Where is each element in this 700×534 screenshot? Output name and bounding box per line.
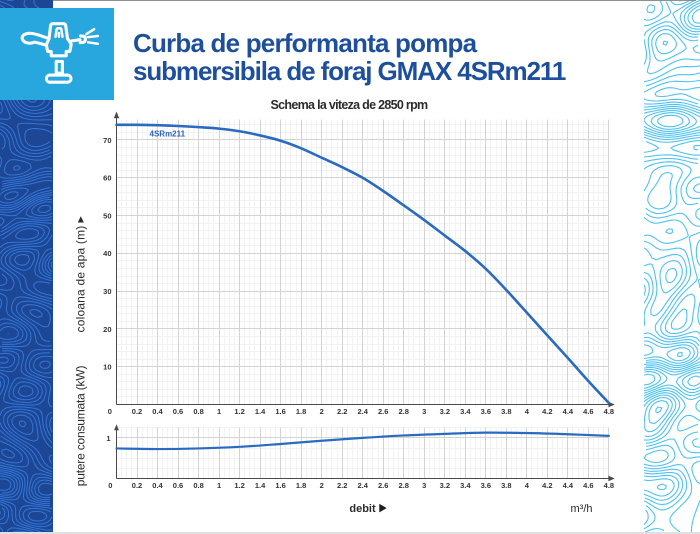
svg-text:3.6: 3.6 xyxy=(481,481,491,490)
svg-text:2: 2 xyxy=(320,407,324,416)
svg-text:4.8: 4.8 xyxy=(604,407,614,416)
svg-text:4.8: 4.8 xyxy=(604,481,614,490)
svg-text:1.6: 1.6 xyxy=(275,481,285,490)
svg-text:0.8: 0.8 xyxy=(193,407,203,416)
svg-text:0: 0 xyxy=(108,481,112,490)
svg-text:2.8: 2.8 xyxy=(398,407,408,416)
svg-text:70: 70 xyxy=(103,136,111,145)
svg-text:0: 0 xyxy=(108,407,112,416)
svg-text:2.4: 2.4 xyxy=(357,481,368,490)
svg-text:2.2: 2.2 xyxy=(337,407,347,416)
svg-text:1: 1 xyxy=(106,434,110,443)
svg-text:3.4: 3.4 xyxy=(460,407,471,416)
svg-text:1.2: 1.2 xyxy=(234,407,244,416)
svg-text:m³/h: m³/h xyxy=(571,503,593,515)
svg-text:4.4: 4.4 xyxy=(563,481,574,490)
svg-text:4SRm211: 4SRm211 xyxy=(150,130,186,139)
svg-text:1.4: 1.4 xyxy=(255,481,266,490)
svg-text:0.4: 0.4 xyxy=(152,481,163,490)
svg-text:debit: debit xyxy=(349,503,376,515)
svg-text:0.6: 0.6 xyxy=(173,481,183,490)
svg-text:0.6: 0.6 xyxy=(173,407,183,416)
svg-text:2.6: 2.6 xyxy=(378,407,388,416)
svg-text:60: 60 xyxy=(103,174,111,183)
svg-text:1.4: 1.4 xyxy=(255,407,266,416)
svg-text:3.6: 3.6 xyxy=(481,407,491,416)
svg-text:4.2: 4.2 xyxy=(542,481,552,490)
svg-text:1.8: 1.8 xyxy=(296,407,306,416)
svg-text:0.4: 0.4 xyxy=(152,407,163,416)
svg-text:1.6: 1.6 xyxy=(275,407,285,416)
svg-text:2: 2 xyxy=(320,481,324,490)
svg-text:4.6: 4.6 xyxy=(583,407,593,416)
svg-text:3.4: 3.4 xyxy=(460,481,471,490)
svg-text:1.8: 1.8 xyxy=(296,481,306,490)
svg-text:4.2: 4.2 xyxy=(542,407,552,416)
svg-text:2.2: 2.2 xyxy=(337,481,347,490)
svg-text:3.8: 3.8 xyxy=(501,481,511,490)
svg-text:10: 10 xyxy=(103,363,111,372)
svg-text:1: 1 xyxy=(217,407,221,416)
svg-text:3: 3 xyxy=(422,481,426,490)
svg-text:2.6: 2.6 xyxy=(378,481,388,490)
svg-text:0.8: 0.8 xyxy=(193,481,203,490)
svg-text:2.4: 2.4 xyxy=(357,407,368,416)
svg-text:30: 30 xyxy=(103,287,111,296)
svg-text:2.8: 2.8 xyxy=(398,481,408,490)
svg-text:0.2: 0.2 xyxy=(132,481,142,490)
svg-text:Schema la viteza de 2850 rpm: Schema la viteza de 2850 rpm xyxy=(271,98,428,112)
svg-text:4.4: 4.4 xyxy=(563,407,574,416)
svg-text:3.2: 3.2 xyxy=(440,481,450,490)
svg-text:1: 1 xyxy=(217,481,221,490)
svg-text:0.2: 0.2 xyxy=(132,407,142,416)
svg-text:4: 4 xyxy=(525,481,530,490)
svg-text:coloana de apa (m): coloana de apa (m) xyxy=(73,226,87,333)
svg-text:putere consumata (kW): putere consumata (kW) xyxy=(73,366,87,487)
svg-text:50: 50 xyxy=(103,212,111,221)
svg-text:3.2: 3.2 xyxy=(440,407,450,416)
svg-text:3: 3 xyxy=(422,407,426,416)
svg-text:4.6: 4.6 xyxy=(583,481,593,490)
svg-text:1.2: 1.2 xyxy=(234,481,244,490)
svg-text:3.8: 3.8 xyxy=(501,407,511,416)
svg-text:20: 20 xyxy=(103,325,111,334)
svg-text:4: 4 xyxy=(525,407,530,416)
svg-text:40: 40 xyxy=(103,249,111,258)
